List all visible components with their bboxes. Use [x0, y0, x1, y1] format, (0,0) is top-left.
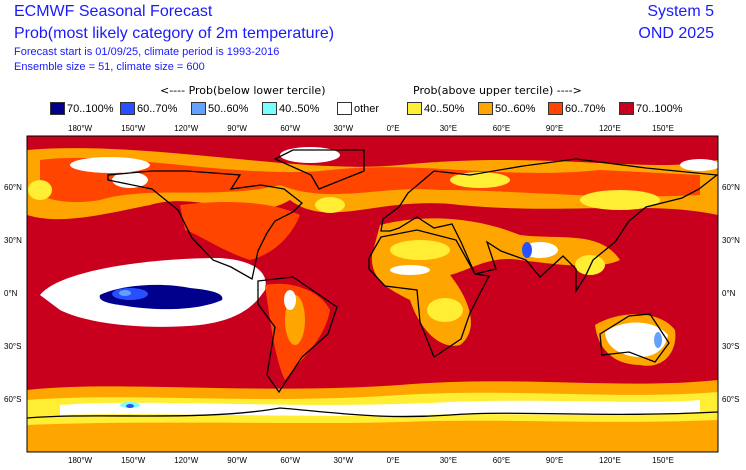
legend-item: 50..60%: [478, 102, 535, 115]
lon-tick-label: 90°E: [545, 124, 564, 133]
legend-item: 70..100%: [50, 102, 113, 115]
lat-tick-label: 30°N: [722, 236, 740, 245]
lon-tick-label: 120°W: [174, 124, 199, 133]
arctic-band: [27, 147, 718, 220]
lon-tick-label: 150°E: [652, 456, 674, 465]
lon-tick-label: 90°W: [227, 124, 247, 133]
lon-tick-label: 180°W: [68, 456, 93, 465]
legend-label: 40..50%: [424, 102, 465, 115]
map-frame: [26, 135, 719, 453]
legend-label: 40..50%: [279, 102, 320, 115]
lon-tick-label: 60°E: [492, 124, 511, 133]
legend-label: 50..60%: [208, 102, 249, 115]
legend-item: 40..50%: [262, 102, 319, 115]
legend-item: 50..60%: [191, 102, 248, 115]
lon-tick-label: 150°W: [121, 456, 146, 465]
lon-tick-label: 120°E: [599, 456, 621, 465]
legend-swatch: [50, 102, 65, 115]
lon-tick-label: 90°W: [227, 456, 247, 465]
lat-tick-label: 0°N: [4, 289, 18, 298]
lat-tick-label: 60°S: [4, 395, 22, 404]
legend-item: 60..70%: [548, 102, 605, 115]
lat-tick-label: 0°N: [722, 289, 736, 298]
period-label: OND 2025: [638, 25, 714, 42]
lat-tick-label: 60°S: [722, 395, 740, 404]
lon-tick-label: 0°E: [386, 124, 400, 133]
lat-tick-label: 60°N: [4, 183, 22, 192]
lon-tick-label: 150°W: [121, 124, 146, 133]
legend-item: 70..100%: [619, 102, 682, 115]
lon-tick-label: 120°E: [599, 124, 621, 133]
lat-tick-label: 30°N: [4, 236, 22, 245]
legend-swatch: [548, 102, 563, 115]
lat-tick-label: 60°N: [722, 183, 740, 192]
legend-swatch: [407, 102, 422, 115]
north-america-anomaly: [180, 202, 300, 260]
lon-tick-label: 30°W: [333, 124, 354, 133]
legend-swatch: [478, 102, 493, 115]
lat-tick-label: 30°S: [722, 342, 740, 351]
eurasia-africa-anomaly: [371, 218, 620, 346]
title: ECMWF Seasonal Forecast: [14, 3, 213, 20]
legend-swatch: [191, 102, 206, 115]
legend-label: 50..60%: [495, 102, 536, 115]
legend-swatch: [262, 102, 277, 115]
lat-tick-label: 30°S: [4, 342, 22, 351]
lon-tick-label: 60°W: [280, 124, 301, 133]
legend-above-label: Prob(above upper tercile) ---->: [413, 84, 582, 97]
legend-label: other: [354, 102, 380, 115]
legend-label: 60..70%: [565, 102, 606, 115]
subtitle: Prob(most likely category of 2m temperat…: [14, 25, 335, 42]
legend-swatch: [619, 102, 634, 115]
legend-item: 40..50%: [407, 102, 464, 115]
lon-tick-label: 90°E: [545, 456, 564, 465]
legend-item: other: [337, 102, 379, 115]
legend-label: 70..100%: [67, 102, 114, 115]
lon-tick-label: 0°E: [386, 456, 400, 465]
legend-swatch: [120, 102, 135, 115]
coastlines: [27, 149, 718, 419]
lon-tick-label: 120°W: [174, 456, 199, 465]
lon-tick-label: 60°W: [280, 456, 301, 465]
lon-tick-label: 180°W: [68, 124, 93, 133]
legend-below-label: <---- Prob(below lower tercile): [160, 84, 326, 97]
ensemble-info: Ensemble size = 51, climate size = 600: [14, 61, 205, 73]
forecast-info: Forecast start is 01/09/25, climate peri…: [14, 46, 280, 58]
legend-item: 60..70%: [120, 102, 177, 115]
legend-label: 70..100%: [636, 102, 683, 115]
legend-label: 60..70%: [137, 102, 178, 115]
lon-tick-label: 30°W: [333, 456, 354, 465]
system-label: System 5: [647, 3, 714, 20]
lon-tick-label: 30°E: [439, 456, 458, 465]
lon-tick-label: 150°E: [652, 124, 674, 133]
lon-tick-label: 60°E: [492, 456, 511, 465]
lon-tick-label: 30°E: [439, 124, 458, 133]
legend-swatch: [337, 102, 352, 115]
south-america-anomaly: [265, 283, 330, 380]
equatorial-pacific-anomaly: [40, 258, 266, 327]
